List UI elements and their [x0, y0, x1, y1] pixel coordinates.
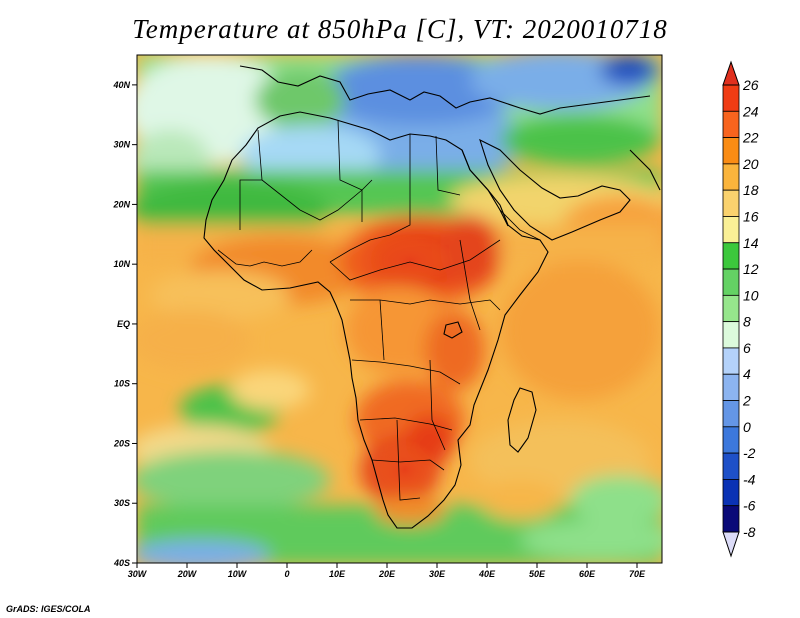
colorbar-swatch	[722, 505, 740, 533]
grads-credit: GrADS: IGES/COLA	[6, 604, 91, 614]
colorbar-top-arrow	[722, 60, 740, 86]
lon-tick-label: 40E	[478, 569, 496, 579]
colorbar-swatch	[722, 321, 740, 349]
lat-tick-label: EQ	[117, 319, 130, 329]
colorbar-swatch	[722, 163, 740, 191]
colorbar-swatch	[722, 84, 740, 112]
lon-tick-label: 10W	[228, 569, 248, 579]
lon-tick-label: 60E	[579, 569, 596, 579]
coastline-outlines	[203, 65, 661, 529]
colorbar-label: 8	[743, 314, 751, 330]
lon-tick-label: 70E	[629, 569, 646, 579]
colorbar-label: 12	[743, 261, 759, 277]
arabia-outline	[479, 138, 631, 241]
lat-tick-label: 10N	[113, 259, 130, 269]
colorbar-label: 22	[742, 130, 759, 146]
colorbar-bottom-arrow	[722, 531, 740, 558]
colorbar-swatch	[722, 426, 740, 454]
colorbar-swatches	[722, 84, 740, 533]
lat-tick-label: 40S	[113, 558, 130, 568]
colorbar-label: 10	[743, 287, 759, 303]
lon-tick-label: 10E	[329, 569, 346, 579]
colorbar-label: 4	[743, 366, 751, 382]
colorbar-swatch	[722, 242, 740, 270]
colorbar-label: -8	[743, 524, 756, 540]
lon-tick-label: 30E	[429, 569, 446, 579]
lon-tick-label: 50E	[529, 569, 546, 579]
lon-tick-label: 20E	[378, 569, 396, 579]
country-borders	[217, 119, 541, 501]
colorbar-label: 20	[742, 156, 759, 172]
colorbar-label: 2	[742, 393, 751, 409]
madagascar-outline	[507, 387, 537, 453]
longitude-axis: 30W 20W 10W 0 10E 20E 30E 40E 50E 60E 70E	[128, 563, 646, 579]
colorbar-swatch	[722, 268, 740, 296]
colorbar-swatch	[722, 479, 740, 507]
lat-tick-label: 20S	[113, 438, 130, 448]
map-title: Temperature at 850hPa [C], VT: 202001071…	[132, 14, 668, 44]
india-coast	[629, 149, 661, 191]
colorbar-label: 24	[742, 103, 759, 119]
lat-tick-label: 10S	[114, 379, 130, 389]
colorbar-swatch	[722, 347, 740, 375]
colorbar-label: 26	[742, 77, 759, 93]
lat-tick-label: 40N	[112, 80, 130, 90]
colorbar-swatch	[722, 400, 740, 428]
colorbar-swatch	[722, 373, 740, 401]
lon-tick-label: 0	[284, 569, 289, 579]
red-sea-east	[461, 149, 509, 227]
colorbar-label: 16	[743, 208, 759, 224]
colorbar-swatch	[722, 452, 740, 480]
europe-coast	[239, 65, 651, 115]
colorbar-swatch	[722, 189, 740, 217]
colorbar-label: -6	[743, 498, 756, 514]
latitude-axis: 40N 30N 20N 10N EQ 10S 20S 30S 40S	[112, 80, 137, 568]
lat-tick-label: 20N	[112, 199, 130, 209]
colorbar-label: 18	[743, 182, 759, 198]
colorbar-label: 6	[743, 340, 751, 356]
lon-tick-label: 20W	[177, 569, 198, 579]
colorbar-label: -2	[743, 445, 756, 461]
colorbar-label: 14	[743, 235, 759, 251]
colorbar-swatch	[722, 110, 740, 138]
colorbar-swatch	[722, 216, 740, 244]
lon-tick-label: 30W	[128, 569, 148, 579]
lat-tick-label: 30S	[114, 498, 130, 508]
temperature-field	[137, 55, 662, 563]
colorbar-label: 0	[743, 419, 751, 435]
plot-frame	[136, 54, 663, 564]
africa-coastline	[203, 111, 549, 529]
colorbar-label: -4	[743, 471, 756, 487]
lat-tick-label: 30N	[113, 140, 130, 150]
colorbar-swatch	[722, 294, 740, 323]
lake-victoria	[443, 321, 463, 339]
colorbar-swatch	[722, 137, 740, 165]
